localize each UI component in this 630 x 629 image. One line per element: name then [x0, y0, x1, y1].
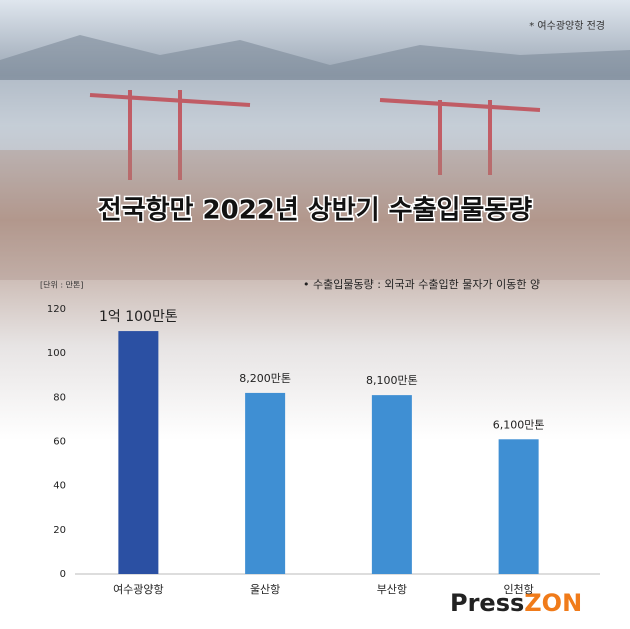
y-tick-label: 60 — [53, 437, 66, 448]
logo-press: Press — [450, 589, 524, 617]
logo: PressZON — [450, 589, 582, 617]
y-tick-label: 80 — [53, 392, 66, 403]
bar — [371, 395, 412, 574]
unit-label: [단위 : 만톤] — [40, 280, 83, 290]
cranes — [89, 90, 541, 180]
x-tick-label: 부산항 — [377, 583, 407, 596]
sea — [0, 80, 630, 150]
x-tick-label: 울산항 — [250, 583, 280, 596]
note: • 수출입물동량 : 외국과 수출입한 물자가 이동한 양 — [303, 278, 540, 291]
containers — [0, 150, 630, 280]
value-label: 8,100만톤 — [366, 374, 418, 387]
chart-title: 전국항만 2022년 상반기 수출입물동량 — [98, 196, 532, 226]
bar — [498, 439, 539, 574]
y-tick-label: 40 — [53, 481, 66, 492]
photo-caption: * 여수광양항 전경 — [529, 19, 605, 32]
y-tick-label: 100 — [47, 348, 66, 359]
bar — [245, 392, 286, 574]
x-tick-label: 인천항 — [503, 582, 533, 596]
value-label: 6,100만톤 — [493, 418, 545, 431]
y-tick-label: 0 — [60, 569, 66, 580]
value-label: 1억 100만톤 — [99, 309, 178, 325]
y-tick-label: 120 — [47, 304, 66, 315]
logo-zon: ZON — [524, 589, 582, 617]
x-tick-label: 여수광양항 — [113, 583, 164, 596]
mountains — [0, 35, 630, 80]
value-label: 8,200만톤 — [239, 372, 291, 385]
y-tick-label: 20 — [53, 525, 66, 536]
bar — [118, 331, 159, 574]
